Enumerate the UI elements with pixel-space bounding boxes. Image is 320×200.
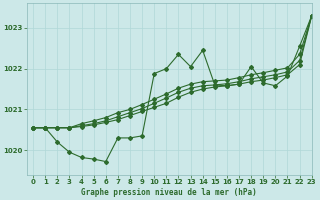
X-axis label: Graphe pression niveau de la mer (hPa): Graphe pression niveau de la mer (hPa) [82, 188, 257, 197]
